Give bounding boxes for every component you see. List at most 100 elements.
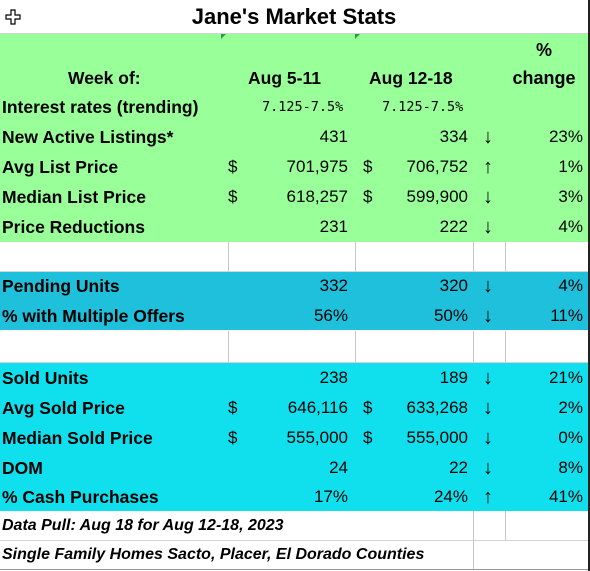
median-list-price-row: Median List Price $ 618,257 $ 599,900 ↓ … [0,182,588,212]
value-aug-5-11: 332 [319,276,348,295]
gridline [505,242,506,271]
arrow-down-icon: ↓ [483,456,493,479]
percent-change: 21% [548,368,583,387]
percent-change: 0% [558,428,583,447]
currency-symbol: $ [228,428,238,447]
currency-symbol: $ [363,187,373,206]
value-aug-12-18: 222 [439,217,468,236]
value-aug-5-11: 56% [313,306,348,325]
row-label: Avg List Price [2,156,119,177]
gridline [355,331,356,362]
coverage-note: Single Family Homes Sacto, Placer, El Do… [2,545,425,563]
week-of-label: Week of: [68,67,141,88]
avg-sold-price-row: Avg Sold Price $ 646,116 $ 633,268 ↓ 2% [0,393,588,423]
row-label: New Active Listings* [2,126,174,147]
sold-units-row: Sold Units 238 189 ↓ 21% [0,363,588,393]
gridline [0,33,588,34]
footer-row-1: Data Pull: Aug 18 for Aug 12-18, 2023 [0,511,588,540]
percent-change: 41% [548,487,583,506]
percent-change: 8% [558,458,583,477]
table-border [588,0,590,571]
arrow-down-icon: ↓ [483,125,493,148]
spacer-row [0,331,588,362]
multiple-offers-row: % with Multiple Offers 56% 50% ↓ 11% [0,301,588,331]
value-aug-12-18: 633,268 [406,398,468,417]
arrow-down-icon: ↓ [483,366,493,389]
listing-section [0,33,588,242]
price-reductions-row: Price Reductions 231 222 ↓ 4% [0,212,588,242]
currency-symbol: $ [228,157,238,176]
title-row: Jane's Market Stats [0,0,588,33]
gridline [505,331,506,362]
value-aug-12-18: 22 [449,458,468,477]
row-label: Median List Price [2,186,146,207]
gridline [505,511,506,540]
value-aug-12-18: 320 [439,276,468,295]
value-aug-12-18: 555,000 [406,428,468,447]
percent-change: 23% [548,127,583,146]
value-aug-12-18: 24% [433,487,468,506]
arrow-down-icon: ↓ [483,396,493,419]
currency-symbol: $ [363,428,373,447]
value-aug-5-11: 24 [329,458,348,477]
arrow-down-icon: ↓ [483,304,493,327]
move-cursor-icon [5,9,21,25]
interest-rates-row: Interest rates (trending) 7.125-7.5% 7.1… [0,92,588,122]
row-label: Avg Sold Price [2,397,125,418]
interest-col2: 7.125-7.5% [382,99,464,115]
gridline [0,569,588,570]
value-aug-12-18: 599,900 [406,187,468,206]
header-row-1: % [0,36,588,64]
arrow-up-icon: ↑ [483,155,493,178]
percent-change: 11% [550,306,583,325]
value-aug-12-18: 189 [439,368,468,387]
row-label: Pending Units [2,275,120,296]
dom-row: DOM 24 22 ↓ 8% [0,453,588,483]
arrow-down-icon: ↓ [483,274,493,297]
comment-marker [355,33,361,39]
spacer-row [0,242,588,271]
gridline [0,271,588,272]
arrow-down-icon: ↓ [483,185,493,208]
median-sold-price-row: Median Sold Price $ 555,000 $ 555,000 ↓ … [0,423,588,453]
sheet-title: Jane's Market Stats [191,3,397,29]
row-label: Sold Units [2,367,89,388]
avg-list-price-row: Avg List Price $ 701,975 $ 706,752 ↑ 1% [0,152,588,182]
arrow-up-icon: ↑ [483,485,493,508]
row-label: % with Multiple Offers [2,305,185,326]
currency-symbol: $ [228,187,238,206]
value-aug-5-11: 701,975 [286,157,348,176]
percent-change: 3% [558,187,583,206]
row-label: Median Sold Price [2,427,153,448]
percent-change: 1% [558,157,583,176]
pending-section [0,271,588,330]
column-header-aug-5-11: Aug 5-11 [248,67,321,88]
value-aug-5-11: 555,000 [286,428,348,447]
row-label: Price Reductions [2,216,145,237]
value-aug-12-18: 706,752 [406,157,468,176]
percent-change: 2% [558,398,583,417]
value-aug-5-11: 431 [319,127,348,146]
arrow-down-icon: ↓ [483,426,493,449]
currency-symbol: $ [363,398,373,417]
comment-marker [221,33,227,39]
row-label: Interest rates (trending) [2,96,199,117]
value-aug-12-18: 334 [439,127,468,146]
new-active-listings-row: New Active Listings* 431 334 ↓ 23% [0,122,588,152]
pct-header-line1: % [535,39,552,60]
pending-units-row: Pending Units 332 320 ↓ 4% [0,271,588,301]
header-row-2: Week of: Aug 5-11 Aug 12-18 change [0,64,588,92]
row-label: % Cash Purchases [2,486,159,507]
interest-col1: 7.125-7.5% [262,99,344,115]
data-pull-note: Data Pull: Aug 18 for Aug 12-18, 2023 [2,516,284,534]
value-aug-5-11: 231 [319,217,348,236]
gridline [473,331,474,362]
value-aug-5-11: 618,257 [286,187,348,206]
gridline [0,540,588,541]
value-aug-5-11: 646,116 [287,398,348,417]
gridline [228,331,229,362]
value-aug-5-11: 17% [313,487,348,506]
currency-symbol: $ [228,398,238,417]
value-aug-12-18: 50% [433,306,468,325]
